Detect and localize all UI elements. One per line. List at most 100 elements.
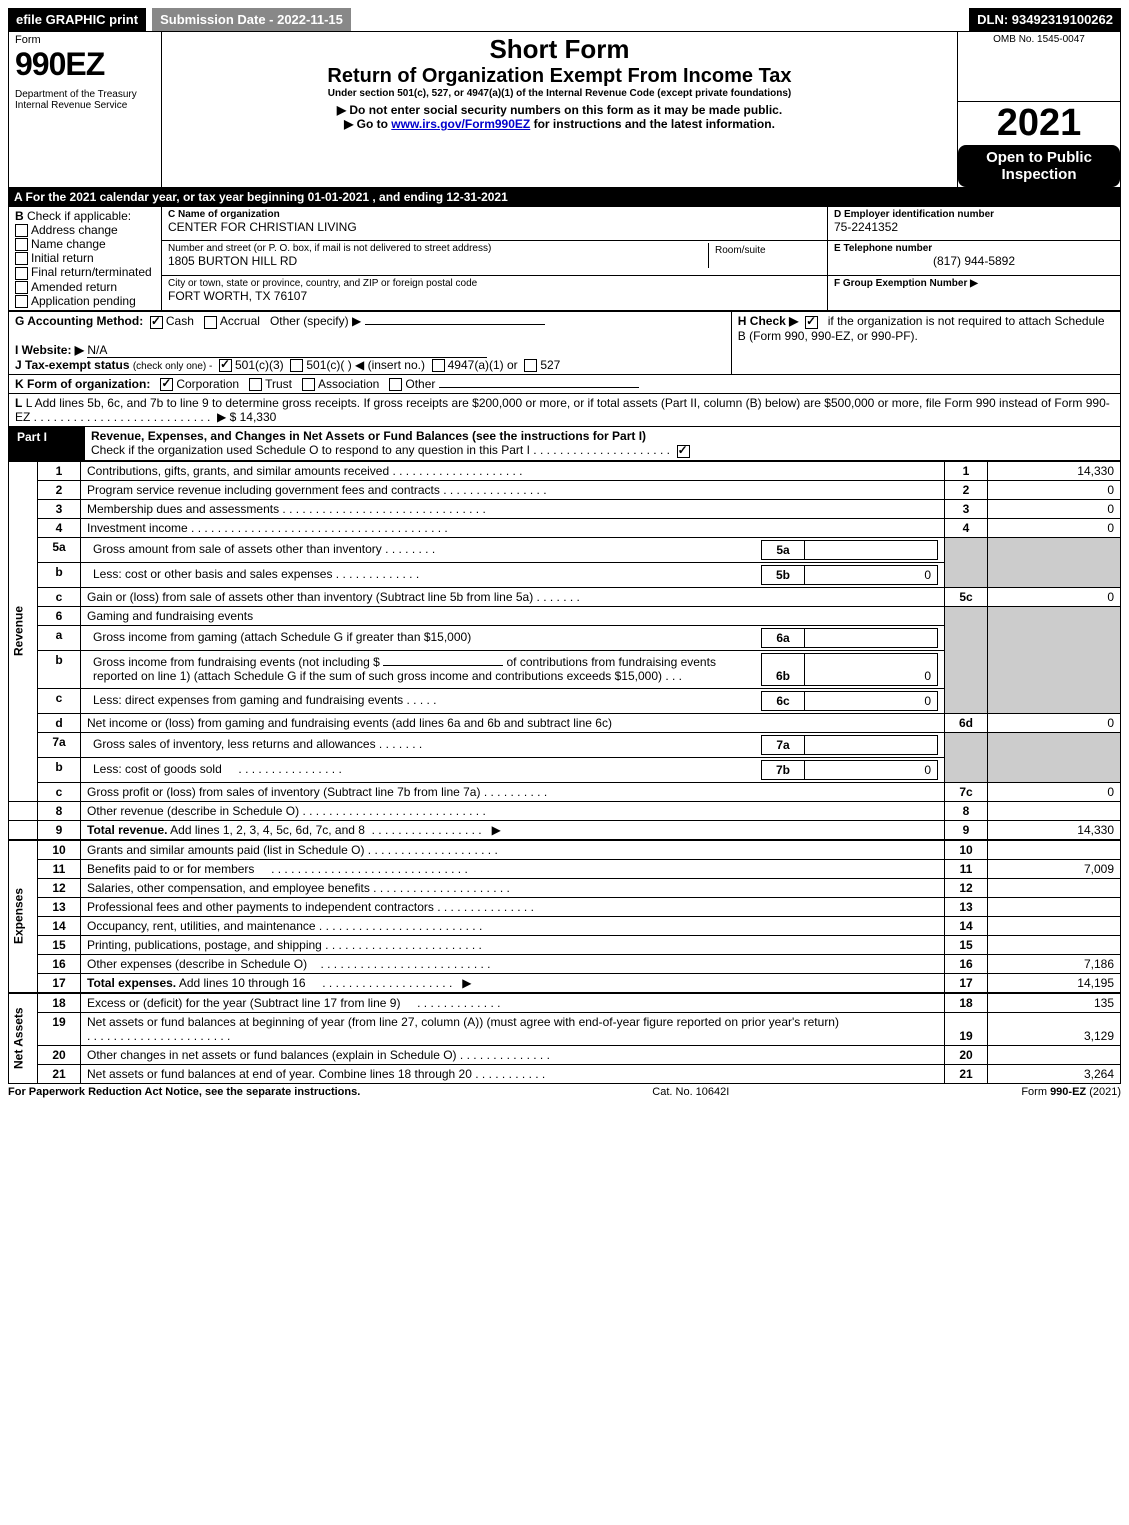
checkbox-trust[interactable] — [249, 378, 262, 391]
line-6d-amt: 0 — [988, 713, 1121, 732]
netassets-vlabel: Net Assets — [9, 993, 38, 1083]
checkbox-4947[interactable] — [432, 359, 445, 372]
d-label: D Employer identification number — [834, 209, 1114, 220]
line-8-text: Other revenue (describe in Schedule O) — [87, 804, 299, 818]
f-label: F Group Exemption Number ▶ — [834, 278, 1114, 289]
street-label: Number and street (or P. O. box, if mail… — [168, 243, 708, 254]
footer-left: For Paperwork Reduction Act Notice, see … — [8, 1086, 360, 1098]
line-3-text: Membership dues and assessments — [87, 502, 279, 516]
city-label: City or town, state or province, country… — [168, 278, 821, 289]
checkbox-527[interactable] — [524, 359, 537, 372]
j-501c3: 501(c)(3) — [235, 358, 284, 372]
checkbox-h[interactable] — [805, 316, 818, 329]
line-7a-text: Gross sales of inventory, less returns a… — [93, 737, 376, 751]
line-18-amt: 135 — [988, 993, 1121, 1012]
ein: 75-2241352 — [834, 220, 1114, 234]
line-14-num: 14 — [945, 916, 988, 935]
line-15-num: 15 — [945, 935, 988, 954]
line-6b-text1: Gross income from fundraising events (no… — [93, 655, 380, 669]
line-7c-num: 7c — [945, 782, 988, 801]
org-name: CENTER FOR CHRISTIAN LIVING — [168, 220, 821, 234]
checkbox-cash[interactable] — [150, 316, 163, 329]
checkbox-address-change[interactable] — [15, 224, 28, 237]
short-form-title: Short Form — [168, 34, 951, 65]
form-label: Form — [15, 34, 155, 46]
tax-year: 2021 — [958, 102, 1120, 145]
form-header: Form 990EZ Department of the Treasury In… — [8, 31, 1121, 188]
k-trust: Trust — [265, 377, 292, 391]
checkbox-501c3[interactable] — [219, 359, 232, 372]
omb-number: OMB No. 1545-0047 — [964, 34, 1114, 45]
revenue-vlabel: Revenue — [9, 461, 38, 801]
checkbox-initial-return[interactable] — [15, 252, 28, 265]
part1-check-text: Check if the organization used Schedule … — [91, 443, 530, 457]
checkbox-corporation[interactable] — [160, 378, 173, 391]
line-20-text: Other changes in net assets or fund bala… — [87, 1048, 457, 1062]
line-1-text: Contributions, gifts, grants, and simila… — [87, 464, 389, 478]
b-amended: Amended return — [31, 280, 117, 294]
line-7c-text: Gross profit or (loss) from sales of inv… — [87, 785, 480, 799]
line-3-amt: 0 — [988, 499, 1121, 518]
e-label: E Telephone number — [834, 243, 1114, 254]
website-value: N/A — [87, 343, 107, 357]
subtitle: Under section 501(c), 527, or 4947(a)(1)… — [168, 88, 951, 99]
line-20-amt — [988, 1045, 1121, 1064]
j-527: 527 — [540, 358, 560, 372]
k-corp: Corporation — [176, 377, 239, 391]
line-12-text: Salaries, other compensation, and employ… — [87, 881, 370, 895]
h-label: H Check ▶ — [738, 314, 799, 328]
line-9-amt: 14,330 — [988, 820, 1121, 839]
checkbox-501c[interactable] — [290, 359, 303, 372]
checkbox-association[interactable] — [302, 378, 315, 391]
line-6b-sub: 6b — [762, 653, 805, 685]
irs-link[interactable]: www.irs.gov/Form990EZ — [391, 117, 530, 131]
g-label: G Accounting Method: — [15, 314, 143, 328]
line-19-num: 19 — [945, 1012, 988, 1045]
room-label: Room/suite — [715, 245, 815, 256]
checkbox-amended-return[interactable] — [15, 281, 28, 294]
l-text: L Add lines 5b, 6c, and 7b to line 9 to … — [15, 396, 1110, 424]
line-21-text: Net assets or fund balances at end of ye… — [87, 1067, 472, 1081]
part1-label: Part I — [9, 427, 85, 459]
l-amount: ▶ $ 14,330 — [217, 410, 276, 424]
checkbox-application-pending[interactable] — [15, 295, 28, 308]
goto-line: ▶ Go to www.irs.gov/Form990EZ for instru… — [168, 117, 951, 131]
line-2-num: 2 — [945, 480, 988, 499]
line-2-amt: 0 — [988, 480, 1121, 499]
b-pending: Application pending — [31, 294, 136, 308]
revenue-table: Revenue 1 Contributions, gifts, grants, … — [8, 461, 1121, 840]
line-4-amt: 0 — [988, 518, 1121, 537]
line-6-text: Gaming and fundraising events — [87, 609, 253, 623]
checkbox-final-return[interactable] — [15, 267, 28, 280]
line-10-num: 10 — [945, 840, 988, 859]
line-7b-text: Less: cost of goods sold — [93, 762, 222, 776]
checkbox-name-change[interactable] — [15, 238, 28, 251]
line-19-text: Net assets or fund balances at beginning… — [87, 1015, 839, 1029]
expenses-vlabel: Expenses — [9, 840, 38, 992]
checkbox-schedule-o[interactable] — [677, 445, 690, 458]
line-6d-num: 6d — [945, 713, 988, 732]
form-number: 990EZ — [15, 46, 155, 83]
line-3-num: 3 — [945, 499, 988, 518]
line-11-num: 11 — [945, 859, 988, 878]
line-5a-sub: 5a — [762, 540, 805, 559]
line-18-num: 18 — [945, 993, 988, 1012]
section-a: A For the 2021 calendar year, or tax yea… — [8, 188, 1121, 206]
footer-right: Form 990-EZ (2021) — [1021, 1086, 1121, 1098]
expenses-table: Expenses 10 Grants and similar amounts p… — [8, 840, 1121, 993]
line-6d-text: Net income or (loss) from gaming and fun… — [87, 716, 612, 730]
open-public-box: Open to Public Inspection — [958, 145, 1120, 187]
k-assoc: Association — [318, 377, 379, 391]
k-other: Other — [405, 377, 435, 391]
j-note: (check only one) - — [133, 361, 212, 372]
submission-date: Submission Date - 2022-11-15 — [152, 8, 351, 31]
line-6a-text: Gross income from gaming (attach Schedul… — [93, 630, 471, 644]
checkbox-other-org[interactable] — [389, 378, 402, 391]
warning-line: ▶ Do not enter social security numbers o… — [168, 103, 951, 117]
line-5b-subamt: 0 — [805, 565, 938, 584]
line-5c-num: 5c — [945, 587, 988, 606]
line-5b-sub: 5b — [762, 565, 805, 584]
b-addr: Address change — [31, 223, 118, 237]
checkbox-accrual[interactable] — [204, 316, 217, 329]
line-21-num: 21 — [945, 1064, 988, 1083]
